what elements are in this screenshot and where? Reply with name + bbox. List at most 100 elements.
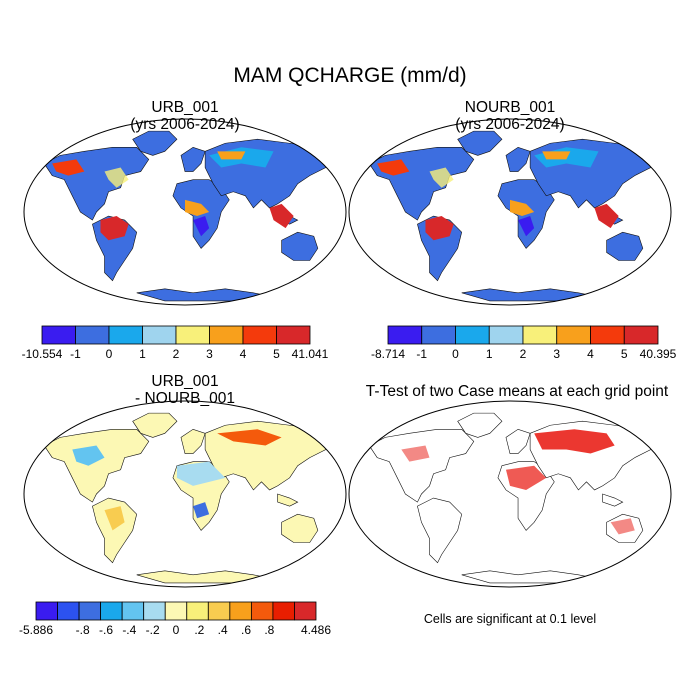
colorbar-swatch (186, 601, 209, 621)
colorbar-swatch (522, 325, 558, 345)
colorbar-tick-label: 0 (173, 623, 180, 637)
colorbar-swatch (229, 601, 252, 621)
colorbar-tick-label: 4 (587, 347, 594, 361)
colorbar-tick-label: .2 (194, 623, 204, 637)
congo-low-recharge (193, 216, 210, 237)
figure-title: MAM QCHARGE (mm/d) (233, 64, 467, 87)
colorbar-swatch (387, 325, 423, 345)
colorbar-tick-label: 2 (173, 347, 180, 361)
panel-diff-title: URB_001 - NOURB_001 (35, 373, 335, 407)
colorbar-tick-label: 1 (139, 347, 146, 361)
map-border (23, 400, 347, 588)
colorbar-tick-label: 3 (206, 347, 213, 361)
colorbar-swatch (455, 325, 490, 345)
alaska-high-recharge (52, 159, 85, 176)
sahara-difference (176, 461, 226, 486)
colorbar-swatch (41, 325, 76, 345)
colorbar-difference: -5.886 -.8 -.6 -.4 -.2 0 .2 .4 .6 .8 4.486 (19, 601, 331, 637)
south-america-difference (104, 506, 125, 531)
colorbar-tick-label: 0 (106, 347, 113, 361)
colorbar-swatch (294, 601, 317, 621)
panel-nourb-title-line1: NOURB_001 (464, 99, 556, 116)
map-panel-ttest (348, 400, 672, 588)
significant-cells-eurasia (534, 429, 615, 454)
colorbar-tick-label: 5 (273, 347, 280, 361)
colorbar-tick-label: -1 (416, 347, 427, 361)
colorbar-tick-label: 1 (486, 347, 493, 361)
amazon-high-recharge (425, 216, 454, 241)
colorbar-tick-label: 3 (553, 347, 560, 361)
colorbar-tick-label: 5 (621, 347, 628, 361)
colorbar-tick-label: -.4 (122, 623, 136, 637)
colorbar-swatch (121, 601, 145, 621)
colorbar-urb: -10.554 -1 0 1 2 3 4 5 41.041 (22, 325, 329, 361)
colorbar-swatch (207, 601, 231, 621)
colorbar-tick-label: -1 (70, 347, 81, 361)
colorbar-swatch (57, 601, 80, 621)
colorbar-tick-label: 4 (240, 347, 247, 361)
colorbar-swatch (100, 601, 123, 621)
colorbar-tick-label: 2 (520, 347, 527, 361)
colorbar-swatch (488, 325, 524, 345)
colorbar-tick-label: .6 (241, 623, 251, 637)
colorbar-swatch (142, 325, 177, 345)
land-outline (369, 413, 663, 583)
west-africa-high-recharge (185, 199, 210, 217)
colorbar-tick-label: .8 (264, 623, 274, 637)
colorbar-tick-label: -.8 (76, 623, 90, 637)
colorbar-tick-label: -.6 (99, 623, 113, 637)
amazon-high-recharge (100, 216, 129, 241)
map-panel-nourb (348, 118, 672, 306)
land-mass (44, 413, 338, 583)
panel-ttest-title: T-Test of two Case means at each grid po… (365, 383, 669, 400)
map-border (23, 118, 347, 306)
congo-low-recharge (518, 216, 535, 237)
colorbar-swatch (276, 325, 311, 345)
east-canada-moderate-recharge (104, 167, 129, 188)
land-mass (369, 131, 663, 301)
north-america-negative-difference (72, 445, 105, 466)
east-canada-moderate-recharge (429, 167, 454, 188)
map-border (348, 400, 672, 588)
siberia-high-recharge (542, 151, 571, 160)
map-panel-difference (23, 400, 347, 588)
colorbar-swatch (556, 325, 591, 345)
colorbar-swatch (164, 601, 188, 621)
west-africa-high-recharge (510, 199, 535, 217)
colorbar-swatch (272, 601, 295, 621)
land-mass (44, 131, 338, 301)
colorbar-swatch (108, 325, 143, 345)
siberia-high-recharge (217, 151, 246, 160)
colorbar-swatch (35, 601, 58, 621)
eurasia-positive-difference (217, 429, 282, 446)
colorbar-tick-label: -8.714 (371, 347, 405, 361)
significance-footnote: Cells are significant at 0.1 level (423, 612, 597, 626)
colorbar-tick-label: -.2 (146, 623, 160, 637)
colorbar-swatch (75, 325, 110, 345)
maritime-asia-high-recharge (269, 203, 294, 229)
colorbar-swatch (175, 325, 210, 345)
panel-urb-title-line1: URB_001 (151, 99, 219, 116)
panel-diff-title-line2: - NOURB_001 (135, 390, 235, 407)
colorbar-nourb: -8.714 -1 0 1 2 3 4 5 40.395 (371, 325, 677, 361)
colorbar-tick-label: .4 (218, 623, 228, 637)
colorbar-tick-label: 41.041 (292, 347, 329, 361)
maritime-asia-high-recharge (594, 203, 619, 229)
colorbar-swatch (250, 601, 274, 621)
colorbar-tick-label: -10.554 (22, 347, 63, 361)
colorbar-swatch (78, 601, 102, 621)
significant-cells-australia (610, 518, 635, 535)
colorbar-tick-label: -5.886 (19, 623, 53, 637)
significant-cells-africa (505, 465, 547, 490)
panel-diff-title-line1: URB_001 (151, 373, 219, 390)
colorbar-tick-label: 4.486 (301, 623, 331, 637)
colorbar-swatch (242, 325, 277, 345)
colorbar-tick-label: 0 (452, 347, 459, 361)
africa-negative-difference (193, 502, 210, 519)
colorbar-swatch (421, 325, 456, 345)
map-border (348, 118, 672, 306)
colorbar-swatch (209, 325, 244, 345)
significant-cells-north-america (401, 445, 430, 462)
colorbar-tick-label: 40.395 (640, 347, 677, 361)
